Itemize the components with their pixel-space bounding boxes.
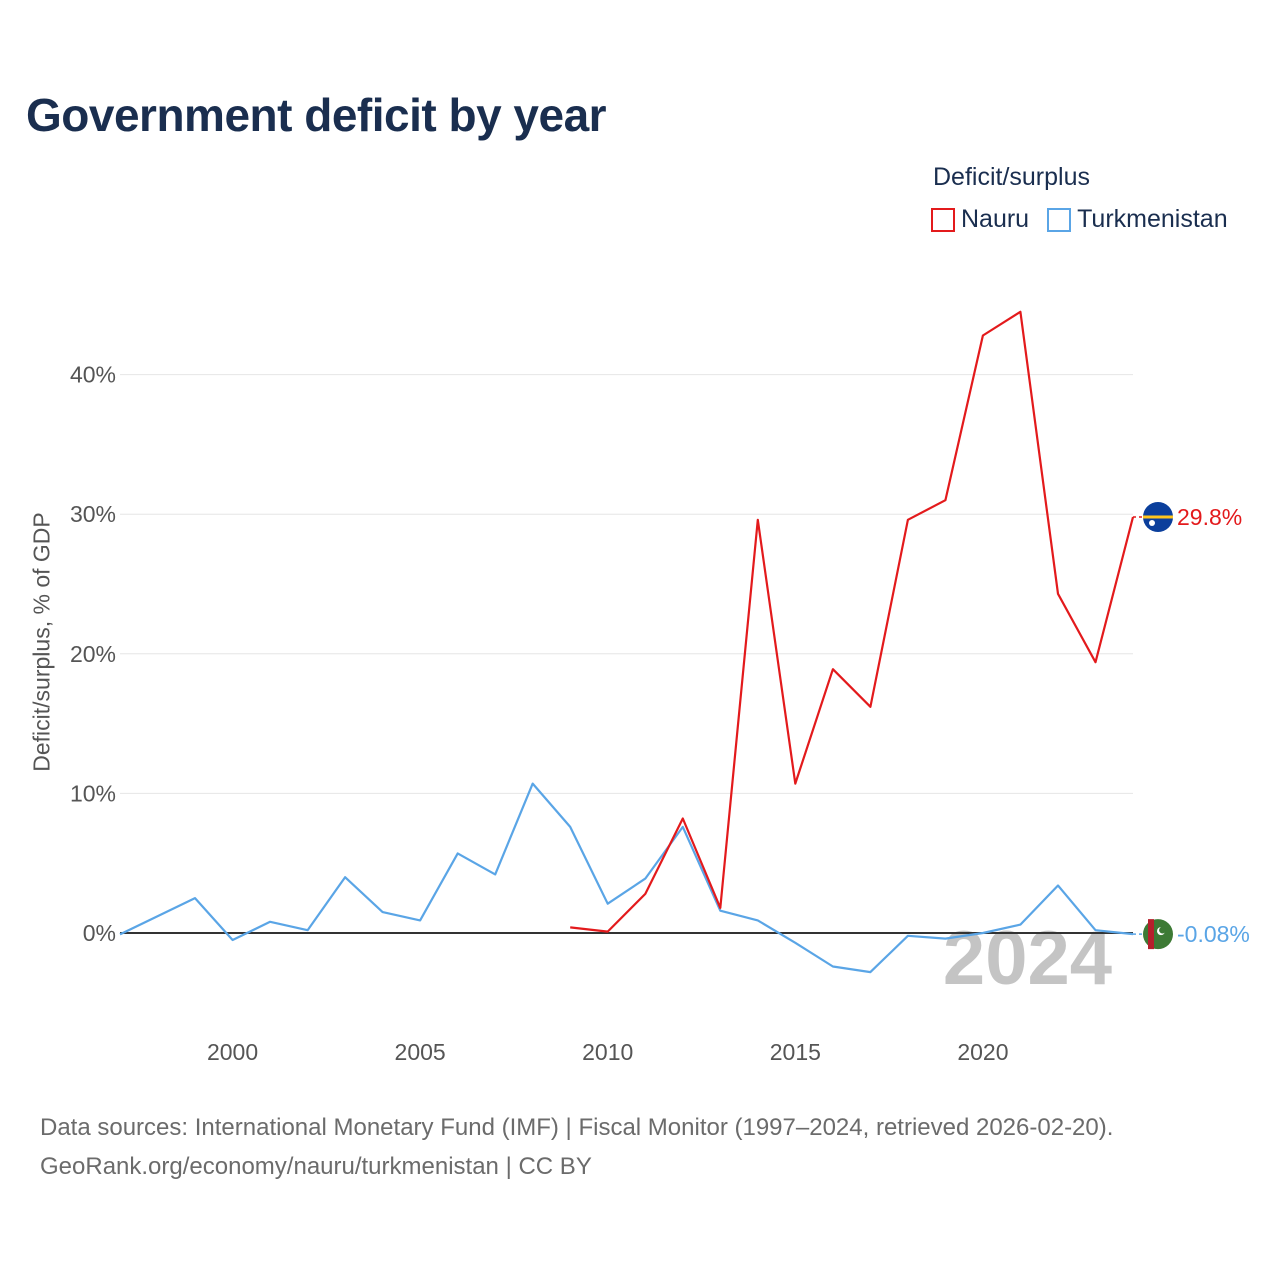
legend-item-nauru[interactable]: Nauru xyxy=(931,205,1029,234)
y-tick-label-40: 40% xyxy=(70,362,116,388)
series-lines xyxy=(119,310,1135,974)
legend-label-nauru: Nauru xyxy=(961,205,1030,233)
turkmenistan-flag-crescent-cut xyxy=(1159,926,1166,934)
source-line-2[interactable]: GeoRank.org/economy/nauru/turkmenistan |… xyxy=(40,1153,592,1180)
x-tick-label-2015: 2015 xyxy=(770,1039,821,1065)
x-tick-label-2020: 2020 xyxy=(957,1039,1008,1065)
nauru-flag-stripe xyxy=(1143,515,1173,519)
x-tick-label-2005: 2005 xyxy=(395,1039,446,1065)
end-label-nauru: 29.8% xyxy=(1177,504,1242,530)
legend-title: Deficit/surplus xyxy=(933,163,1090,191)
turkmenistan-flag-stripe xyxy=(1148,919,1154,950)
source-line-1: Data sources: International Monetary Fun… xyxy=(40,1114,1114,1141)
y-tick-label-20: 20% xyxy=(70,641,116,667)
turkmenistan-flag-field xyxy=(1143,919,1173,950)
y-axis-ticks: 0% 10% 20% 30% 40% xyxy=(70,362,116,946)
chart-title: Government deficit by year xyxy=(26,89,607,141)
legend-swatch-turkmenistan xyxy=(1047,207,1072,232)
series-line-turkmenistan xyxy=(119,782,1134,974)
series-line-nauru xyxy=(570,310,1135,933)
end-label-turkmenistan: -0.08% xyxy=(1177,921,1250,947)
y-tick-label-0: 0% xyxy=(83,920,116,946)
legend-swatch-nauru xyxy=(931,207,955,232)
turkmenistan-flag-icon xyxy=(1143,919,1173,950)
nauru-flag-star xyxy=(1149,519,1155,526)
grid-lines xyxy=(120,374,1133,794)
y-tick-label-10: 10% xyxy=(70,780,116,806)
legend-item-turkmenistan[interactable]: Turkmenistan xyxy=(1047,205,1228,234)
nauru-flag-icon xyxy=(1143,501,1173,532)
legend-label-turkmenistan: Turkmenistan xyxy=(1077,205,1228,233)
y-tick-label-30: 30% xyxy=(70,501,116,527)
x-tick-label-2000: 2000 xyxy=(207,1039,258,1065)
source-note: Data sources: International Monetary Fun… xyxy=(40,1108,1113,1186)
year-watermark: 2024 xyxy=(943,916,1112,1001)
series-end-markers: -0.08% 29.8% xyxy=(1133,501,1250,950)
x-axis-ticks: 2000 2005 2010 2015 2020 xyxy=(207,1039,1009,1065)
x-tick-label-2010: 2010 xyxy=(582,1039,633,1065)
legend: Nauru Turkmenistan xyxy=(931,205,1246,234)
